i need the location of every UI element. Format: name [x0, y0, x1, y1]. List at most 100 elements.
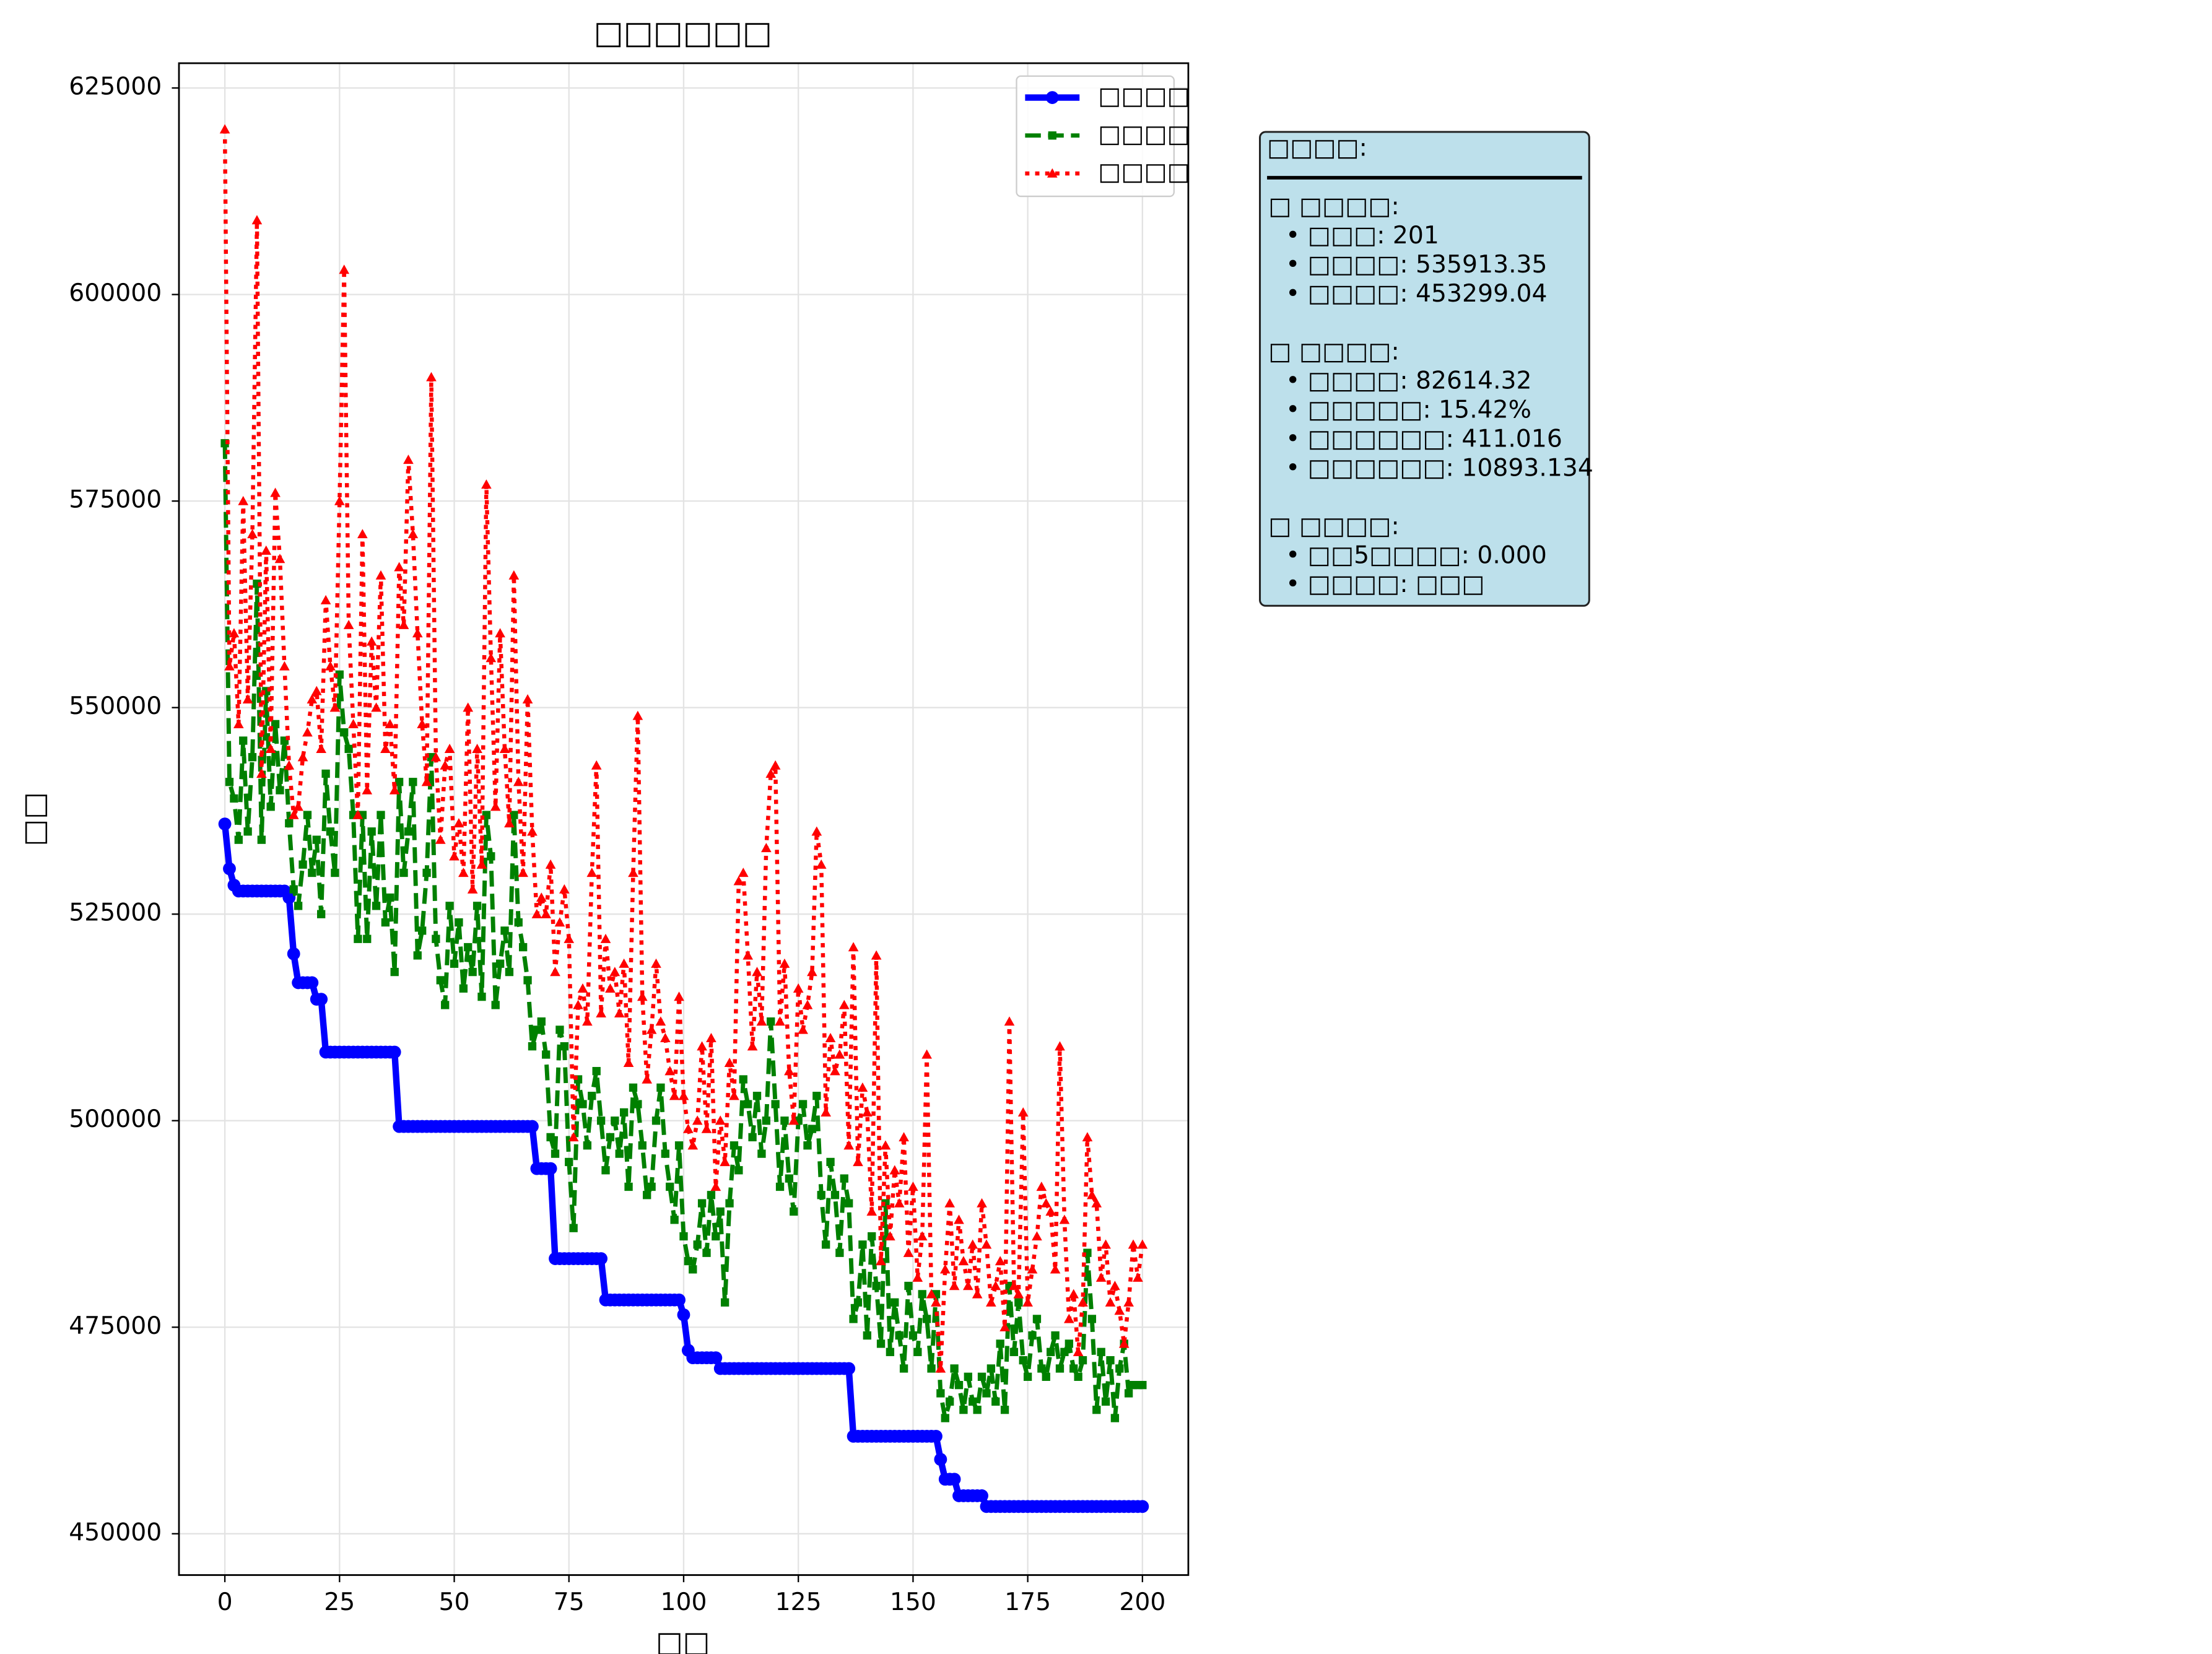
- point-marker: [435, 834, 446, 844]
- x-tick-label: 0: [217, 1588, 233, 1616]
- point-marker: [876, 1339, 886, 1348]
- point-marker: [1040, 1198, 1052, 1208]
- point-marker: [490, 801, 501, 811]
- point-marker: [340, 728, 349, 737]
- point-marker: [614, 1008, 625, 1017]
- point-marker: [270, 487, 281, 497]
- point-marker: [1032, 1315, 1042, 1323]
- point-marker: [977, 1372, 986, 1381]
- point-marker: [531, 908, 542, 918]
- point-marker: [871, 950, 882, 960]
- point-marker: [546, 1133, 555, 1142]
- point-marker: [348, 719, 359, 729]
- point-marker: [738, 868, 749, 877]
- point-marker: [390, 967, 399, 977]
- point-marker: [377, 811, 385, 819]
- point-marker: [770, 760, 781, 770]
- point-marker: [404, 827, 413, 836]
- y-tick-label: 475000: [69, 1312, 162, 1340]
- point-marker: [739, 1075, 747, 1084]
- stats-line: • □□□: 201: [1286, 222, 1439, 250]
- point-marker: [225, 778, 234, 786]
- point-marker: [845, 1199, 853, 1208]
- point-marker: [542, 1050, 551, 1059]
- point-marker: [523, 976, 532, 985]
- point-marker: [224, 661, 235, 671]
- point-marker: [889, 1165, 900, 1175]
- point-marker: [788, 1115, 799, 1125]
- point-marker: [436, 976, 445, 985]
- point-marker: [816, 859, 827, 869]
- point-marker: [775, 1182, 785, 1191]
- stats-frame: [1259, 131, 1590, 607]
- point-marker: [632, 710, 643, 720]
- point-marker: [551, 1149, 560, 1158]
- point-marker: [284, 760, 295, 770]
- point-marker: [1095, 1272, 1107, 1282]
- x-tick-label: 75: [554, 1588, 585, 1616]
- point-marker: [1100, 1239, 1111, 1249]
- point-marker: [385, 719, 396, 729]
- point-marker: [779, 958, 790, 968]
- point-marker: [1055, 1041, 1065, 1051]
- point-marker: [1091, 1198, 1102, 1208]
- point-marker: [817, 1191, 825, 1199]
- legend-marker: [1045, 91, 1059, 104]
- series-markers: [218, 817, 1149, 1513]
- legend-label: □□□□: [1098, 120, 1190, 148]
- point-marker: [1136, 1500, 1149, 1513]
- point-marker: [297, 752, 308, 762]
- point-marker: [666, 1182, 674, 1191]
- point-marker: [830, 1191, 840, 1199]
- point-marker: [536, 892, 547, 902]
- point-marker: [894, 1198, 905, 1208]
- point-marker: [798, 1024, 808, 1034]
- point-marker: [853, 1157, 863, 1167]
- point-marker: [1114, 1305, 1125, 1315]
- point-marker: [931, 1297, 941, 1307]
- point-marker: [842, 1362, 856, 1375]
- point-marker: [904, 1281, 913, 1291]
- point-marker: [996, 1339, 1004, 1348]
- point-marker: [1060, 1347, 1069, 1356]
- point-marker: [399, 868, 408, 877]
- point-marker: [744, 1100, 752, 1108]
- point-marker: [450, 959, 459, 968]
- point-marker: [693, 1240, 702, 1249]
- chart-title: □□□□□□: [594, 14, 772, 51]
- point-marker: [426, 372, 437, 381]
- point-marker: [615, 1149, 624, 1158]
- point-marker: [903, 1247, 914, 1257]
- legend-label: □□□□: [1098, 159, 1190, 186]
- point-marker: [629, 1083, 638, 1092]
- point-marker: [765, 768, 777, 778]
- point-marker: [661, 1149, 669, 1158]
- point-marker: [477, 992, 486, 1001]
- point-marker: [638, 1141, 647, 1150]
- point-marker: [565, 1157, 573, 1167]
- point-marker: [798, 1100, 808, 1108]
- point-marker: [510, 811, 518, 819]
- point-marker: [518, 868, 528, 877]
- point-marker: [430, 752, 442, 762]
- point-marker: [279, 661, 290, 671]
- point-marker: [491, 1001, 500, 1009]
- point-marker: [684, 1256, 693, 1266]
- point-marker: [1106, 1356, 1115, 1365]
- point-marker: [986, 1364, 996, 1373]
- point-marker: [930, 1429, 943, 1443]
- point-marker: [1087, 1315, 1097, 1323]
- x-tick-label: 175: [1004, 1588, 1051, 1616]
- point-marker: [1051, 1331, 1060, 1340]
- point-marker: [757, 1149, 766, 1158]
- point-marker: [513, 777, 524, 786]
- point-marker: [716, 1207, 725, 1216]
- point-marker: [793, 983, 804, 993]
- point-marker: [710, 1182, 721, 1191]
- point-marker: [472, 902, 482, 910]
- point-marker: [701, 1123, 712, 1133]
- point-marker: [706, 1033, 716, 1042]
- point-marker: [767, 1017, 775, 1026]
- point-marker: [752, 967, 762, 977]
